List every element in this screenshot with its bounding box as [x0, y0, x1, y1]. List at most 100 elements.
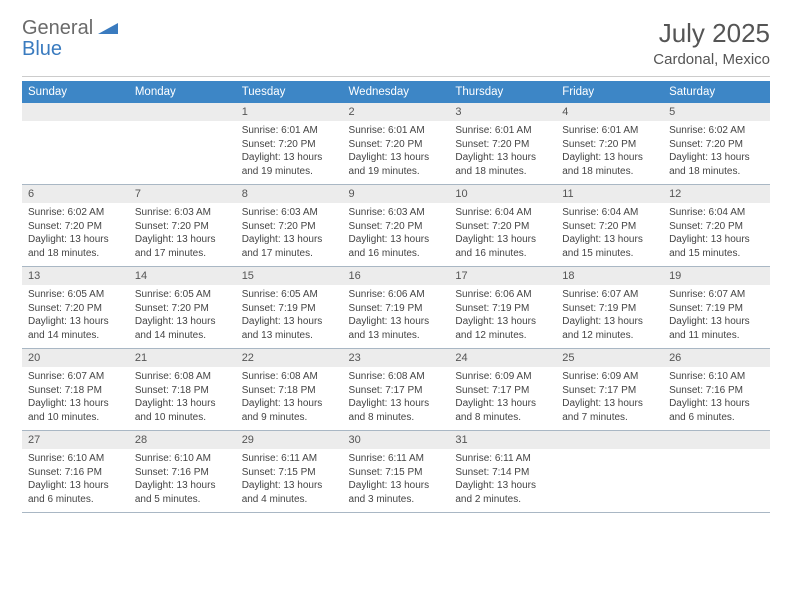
calendar-row: 6Sunrise: 6:02 AMSunset: 7:20 PMDaylight… [22, 185, 770, 267]
day-text: Sunrise: 6:05 AMSunset: 7:20 PMDaylight:… [22, 285, 129, 348]
day-text: Sunrise: 6:03 AMSunset: 7:20 PMDaylight:… [343, 203, 450, 266]
day-cell: 18Sunrise: 6:07 AMSunset: 7:19 PMDayligh… [556, 267, 663, 349]
day-number: 23 [343, 349, 450, 367]
day-cell: 8Sunrise: 6:03 AMSunset: 7:20 PMDaylight… [236, 185, 343, 267]
day-text: Sunrise: 6:04 AMSunset: 7:20 PMDaylight:… [663, 203, 770, 266]
day-header: Friday [556, 81, 663, 103]
day-number: 25 [556, 349, 663, 367]
day-cell: 13Sunrise: 6:05 AMSunset: 7:20 PMDayligh… [22, 267, 129, 349]
day-cell: 22Sunrise: 6:08 AMSunset: 7:18 PMDayligh… [236, 349, 343, 431]
calendar-row: 20Sunrise: 6:07 AMSunset: 7:18 PMDayligh… [22, 349, 770, 431]
day-header: Monday [129, 81, 236, 103]
day-number: 28 [129, 431, 236, 449]
day-header: Tuesday [236, 81, 343, 103]
day-header-row: Sunday Monday Tuesday Wednesday Thursday… [22, 81, 770, 103]
day-number: 21 [129, 349, 236, 367]
day-number: 29 [236, 431, 343, 449]
day-text [129, 121, 236, 177]
day-number: 17 [449, 267, 556, 285]
day-cell: 20Sunrise: 6:07 AMSunset: 7:18 PMDayligh… [22, 349, 129, 431]
day-cell: 26Sunrise: 6:10 AMSunset: 7:16 PMDayligh… [663, 349, 770, 431]
day-cell [22, 103, 129, 185]
day-text: Sunrise: 6:08 AMSunset: 7:18 PMDaylight:… [129, 367, 236, 430]
logo-blue: Blue [22, 38, 62, 60]
day-number: 19 [663, 267, 770, 285]
calendar-row: 27Sunrise: 6:10 AMSunset: 7:16 PMDayligh… [22, 431, 770, 513]
logo-general: General [22, 17, 93, 39]
day-cell: 25Sunrise: 6:09 AMSunset: 7:17 PMDayligh… [556, 349, 663, 431]
day-cell: 2Sunrise: 6:01 AMSunset: 7:20 PMDaylight… [343, 103, 450, 185]
day-text: Sunrise: 6:01 AMSunset: 7:20 PMDaylight:… [556, 121, 663, 184]
day-number: 5 [663, 103, 770, 121]
day-number: 18 [556, 267, 663, 285]
day-number: 16 [343, 267, 450, 285]
divider [22, 76, 770, 77]
day-text: Sunrise: 6:06 AMSunset: 7:19 PMDaylight:… [343, 285, 450, 348]
day-cell: 15Sunrise: 6:05 AMSunset: 7:19 PMDayligh… [236, 267, 343, 349]
calendar-row: 1Sunrise: 6:01 AMSunset: 7:20 PMDaylight… [22, 103, 770, 185]
day-text: Sunrise: 6:10 AMSunset: 7:16 PMDaylight:… [129, 449, 236, 512]
day-cell: 27Sunrise: 6:10 AMSunset: 7:16 PMDayligh… [22, 431, 129, 513]
day-text: Sunrise: 6:11 AMSunset: 7:15 PMDaylight:… [343, 449, 450, 512]
day-cell: 14Sunrise: 6:05 AMSunset: 7:20 PMDayligh… [129, 267, 236, 349]
calendar-row: 13Sunrise: 6:05 AMSunset: 7:20 PMDayligh… [22, 267, 770, 349]
day-header: Sunday [22, 81, 129, 103]
day-text: Sunrise: 6:04 AMSunset: 7:20 PMDaylight:… [449, 203, 556, 266]
title-block: July 2025 Cardonal, Mexico [653, 18, 770, 68]
day-cell: 5Sunrise: 6:02 AMSunset: 7:20 PMDaylight… [663, 103, 770, 185]
day-number [129, 103, 236, 121]
day-cell: 17Sunrise: 6:06 AMSunset: 7:19 PMDayligh… [449, 267, 556, 349]
day-header: Wednesday [343, 81, 450, 103]
day-cell: 7Sunrise: 6:03 AMSunset: 7:20 PMDaylight… [129, 185, 236, 267]
day-cell: 30Sunrise: 6:11 AMSunset: 7:15 PMDayligh… [343, 431, 450, 513]
header-block: General Blue July 2025 Cardonal, Mexico [22, 18, 770, 68]
day-text: Sunrise: 6:08 AMSunset: 7:18 PMDaylight:… [236, 367, 343, 430]
day-cell: 10Sunrise: 6:04 AMSunset: 7:20 PMDayligh… [449, 185, 556, 267]
day-text: Sunrise: 6:11 AMSunset: 7:15 PMDaylight:… [236, 449, 343, 512]
day-cell: 19Sunrise: 6:07 AMSunset: 7:19 PMDayligh… [663, 267, 770, 349]
day-text [663, 449, 770, 505]
day-number: 30 [343, 431, 450, 449]
calendar-table: Sunday Monday Tuesday Wednesday Thursday… [22, 81, 770, 513]
day-number: 11 [556, 185, 663, 203]
day-number: 8 [236, 185, 343, 203]
day-header: Thursday [449, 81, 556, 103]
day-cell: 21Sunrise: 6:08 AMSunset: 7:18 PMDayligh… [129, 349, 236, 431]
day-number: 31 [449, 431, 556, 449]
day-number [663, 431, 770, 449]
day-text: Sunrise: 6:05 AMSunset: 7:20 PMDaylight:… [129, 285, 236, 348]
day-text: Sunrise: 6:07 AMSunset: 7:19 PMDaylight:… [663, 285, 770, 348]
day-cell [129, 103, 236, 185]
day-cell: 29Sunrise: 6:11 AMSunset: 7:15 PMDayligh… [236, 431, 343, 513]
day-number: 6 [22, 185, 129, 203]
day-number: 15 [236, 267, 343, 285]
day-text: Sunrise: 6:03 AMSunset: 7:20 PMDaylight:… [236, 203, 343, 266]
day-number: 1 [236, 103, 343, 121]
logo: General Blue [22, 18, 118, 60]
day-number: 2 [343, 103, 450, 121]
location-label: Cardonal, Mexico [653, 51, 770, 68]
day-cell: 1Sunrise: 6:01 AMSunset: 7:20 PMDaylight… [236, 103, 343, 185]
day-number: 26 [663, 349, 770, 367]
day-text: Sunrise: 6:01 AMSunset: 7:20 PMDaylight:… [449, 121, 556, 184]
day-text: Sunrise: 6:05 AMSunset: 7:19 PMDaylight:… [236, 285, 343, 348]
day-cell: 23Sunrise: 6:08 AMSunset: 7:17 PMDayligh… [343, 349, 450, 431]
day-number [22, 103, 129, 121]
day-number: 4 [556, 103, 663, 121]
day-cell: 4Sunrise: 6:01 AMSunset: 7:20 PMDaylight… [556, 103, 663, 185]
day-text: Sunrise: 6:02 AMSunset: 7:20 PMDaylight:… [663, 121, 770, 184]
day-cell: 6Sunrise: 6:02 AMSunset: 7:20 PMDaylight… [22, 185, 129, 267]
day-text: Sunrise: 6:01 AMSunset: 7:20 PMDaylight:… [343, 121, 450, 184]
day-number: 27 [22, 431, 129, 449]
day-number: 13 [22, 267, 129, 285]
day-text: Sunrise: 6:09 AMSunset: 7:17 PMDaylight:… [449, 367, 556, 430]
day-text: Sunrise: 6:01 AMSunset: 7:20 PMDaylight:… [236, 121, 343, 184]
day-cell: 11Sunrise: 6:04 AMSunset: 7:20 PMDayligh… [556, 185, 663, 267]
day-number: 10 [449, 185, 556, 203]
day-text [22, 121, 129, 177]
logo-text-wrap: General Blue [22, 18, 118, 60]
day-cell: 9Sunrise: 6:03 AMSunset: 7:20 PMDaylight… [343, 185, 450, 267]
page-title: July 2025 [653, 18, 770, 49]
day-number: 24 [449, 349, 556, 367]
day-header: Saturday [663, 81, 770, 103]
